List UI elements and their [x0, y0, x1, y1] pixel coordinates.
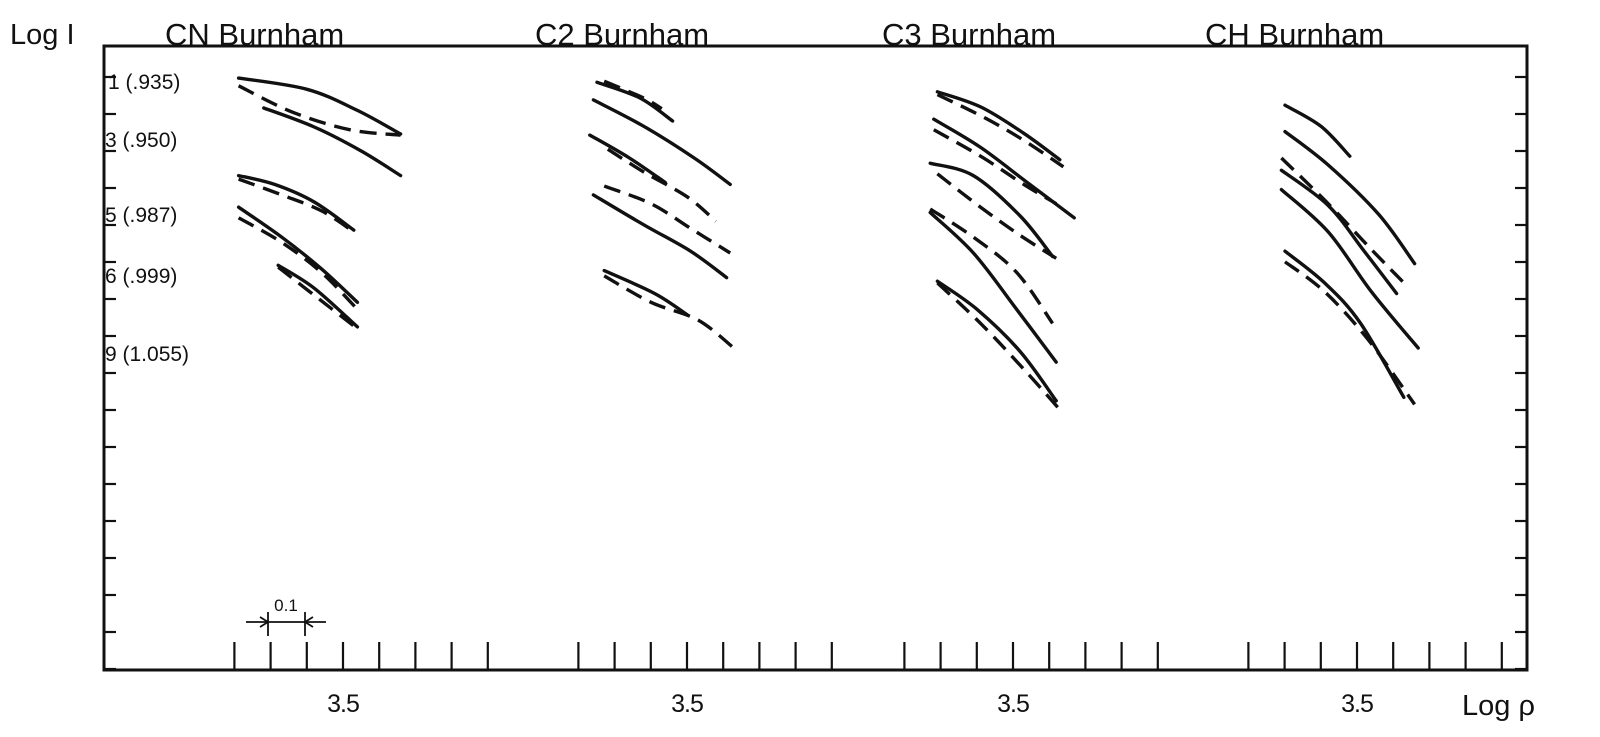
observed-profile-line	[602, 268, 689, 317]
observed-profile-line	[588, 133, 668, 185]
observed-profile-line	[935, 90, 1062, 162]
model-profile-line	[1280, 156, 1409, 288]
profile-curves	[236, 76, 1420, 411]
x-tick-label: 3.5	[671, 690, 703, 718]
observed-profile-line	[262, 106, 403, 178]
y-axis-label: Log I	[10, 19, 75, 51]
scale-bar-arrow	[303, 616, 314, 628]
observed-profile-line	[1283, 249, 1406, 399]
profile-row-label: 3 (.950)	[105, 129, 177, 152]
model-profile-line	[237, 216, 359, 311]
profile-row-label: 9 (1.055)	[105, 343, 189, 366]
x-tick-label: 3.5	[327, 690, 359, 718]
chart-labels: Log I Log ρ CN Burnham 3.5 C2 Burnham 3.5 C3 B…	[10, 17, 1535, 722]
observed-profile-line	[928, 210, 1058, 364]
model-profile-line	[606, 147, 717, 223]
model-profile-line	[237, 84, 401, 137]
observed-profile-line	[595, 80, 675, 123]
right-axis-ticks	[1515, 75, 1527, 671]
profile-row-label: 5 (.987)	[105, 204, 177, 227]
scale-bar: 0.1	[246, 596, 326, 636]
model-profile-line	[932, 128, 1058, 206]
scale-bar-arrow	[259, 616, 270, 628]
panel-title: CN Burnham	[165, 17, 344, 52]
plot-frame	[102, 44, 1529, 672]
observed-profile-line	[1279, 168, 1399, 296]
profile-row-label: 6 (.999)	[105, 265, 177, 288]
x-tick-label: 3.5	[997, 690, 1029, 718]
model-profile-line	[936, 281, 1062, 411]
x-tick-label: 3.5	[1341, 690, 1373, 718]
panel-title: CH Burnham	[1205, 17, 1384, 52]
model-profile-line	[238, 177, 355, 234]
observed-profile-line	[1279, 187, 1420, 350]
observed-profile-line	[935, 279, 1058, 403]
model-profile-line	[936, 172, 1058, 260]
model-profile-line	[929, 207, 1054, 325]
model-profile-line	[277, 265, 359, 331]
x-axis-label: Log ρ	[1462, 690, 1535, 722]
bottom-axis-ticks	[233, 642, 1503, 670]
model-profile-line	[1283, 260, 1416, 406]
observed-profile-line	[1283, 129, 1417, 266]
scale-bar-label: 0.1	[274, 596, 298, 615]
panel-title: C3 Burnham	[882, 17, 1056, 52]
profile-row-label: 1 (.935)	[108, 71, 180, 94]
observed-profile-line	[236, 76, 403, 136]
observed-profile-line	[591, 98, 732, 187]
observed-profile-line	[1283, 103, 1352, 158]
observed-profile-line	[236, 205, 360, 304]
model-profile-line	[603, 79, 663, 111]
observed-profile-line	[928, 161, 1055, 259]
left-axis-ticks	[104, 75, 116, 671]
observed-profile-line	[591, 193, 729, 280]
observed-profile-line	[236, 173, 356, 232]
model-profile-line	[603, 274, 735, 350]
panel-title: C2 Burnham	[535, 17, 709, 52]
observed-profile-line	[276, 263, 360, 329]
model-profile-line	[603, 184, 732, 255]
